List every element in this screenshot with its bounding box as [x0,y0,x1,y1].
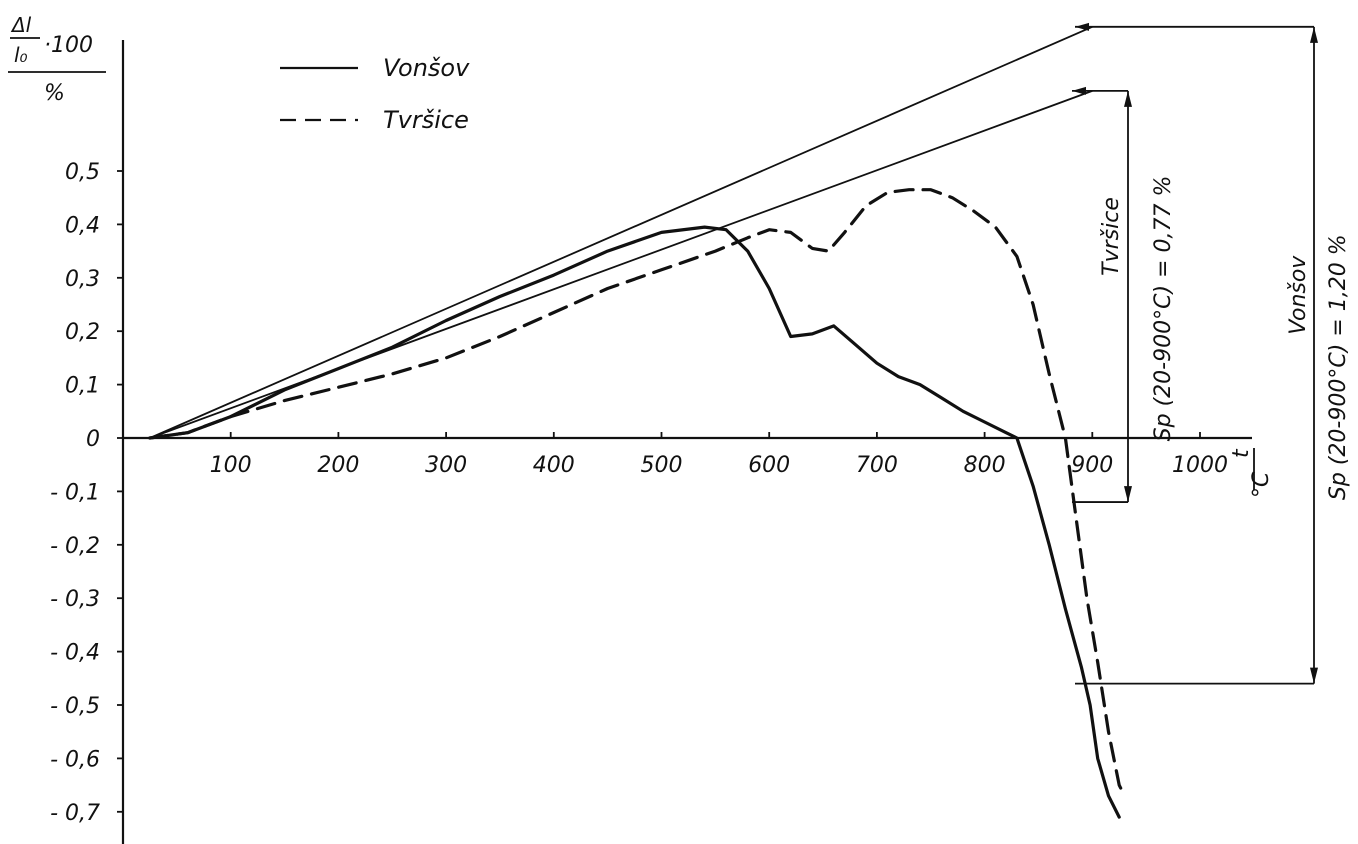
y-tick-label: - 0,6 [50,747,100,772]
y-tick-label: - 0,4 [50,641,100,666]
x-tick-label: 100 [210,453,252,478]
x-tick-label: 500 [641,453,683,478]
dimension-arrow-bottom-tvrsice [1124,486,1132,503]
dimension-arrow-start-tvrsice [1072,86,1086,95]
y-axis-label: Δl l₀ ·100 % [8,13,106,106]
x-tick-label: 800 [964,453,1006,478]
y-ticks: 0,5 0,4 0,3 0,2 0,1 0 - 0,1 - 0,2 - 0,3 - 0,4 - 0,… [50,160,123,826]
series-line-tvrsice [148,188,1127,798]
y-label-numerator: Δl [10,13,32,37]
y-tick-label: 0 [86,427,100,452]
y-label-denominator: l₀ [14,43,28,67]
legend: Vonšov Tvršice [280,54,470,134]
axes [121,40,1252,844]
tangent-line-vonsov [149,25,1093,439]
y-tick-label: 0,3 [65,267,100,292]
y-tick-label: 0,5 [65,160,100,185]
dimension-arrow-start-vonsov [1075,22,1089,31]
x-axis-label: t °C [1229,448,1274,498]
dimension-arrow-top-tvrsice [1124,90,1132,107]
y-label-factor: ·100 [44,33,93,58]
y-tick-label: - 0,2 [50,534,100,559]
y-tick-label: - 0,7 [50,801,100,826]
x-label-unit: °C [1249,471,1274,498]
tangent-lines [149,25,1093,439]
x-tick-label: 900 [1071,453,1113,478]
annotations: Tvršice Sp (20-900°C) = 0,77 % Vonšov Sp (2… [1072,22,1351,685]
x-tick-label: 1000 [1172,453,1228,478]
x-ticks: 100 200 300 400 500 600 700 800 900 1000 [210,432,1228,478]
series-line-vonsov [148,225,1121,819]
y-tick-label: - 0,5 [50,694,100,719]
series [148,188,1127,819]
y-tick-label: 0,4 [65,213,100,238]
y-tick-label: 0,1 [65,374,100,399]
x-tick-label: 400 [533,453,575,478]
annotation-name-tvrsice: Tvršice [1099,197,1124,276]
y-tick-label: - 0,3 [50,587,100,612]
dimension-arrow-top-vonsov [1310,26,1318,43]
x-tick-label: 200 [317,453,359,478]
y-tick-label: 0,2 [65,320,100,345]
annotation-name-vonsov: Vonšov [1286,255,1311,335]
annotation-text-vonsov: Sp (20-900°C) = 1,20 % [1326,234,1351,500]
x-tick-label: 300 [425,453,467,478]
dimension-arrow-bottom-vonsov [1310,667,1318,684]
legend-label-vonsov: Vonšov [383,54,470,82]
x-tick-label: 600 [748,453,790,478]
x-label-arrow: t [1229,448,1254,458]
y-tick-label: - 0,1 [50,480,100,505]
y-label-unit: % [44,81,65,106]
x-tick-label: 700 [856,453,898,478]
legend-label-tvrsice: Tvršice [383,106,469,134]
annotation-text-tvrsice: Sp (20-900°C) = 0,77 % [1151,176,1176,442]
